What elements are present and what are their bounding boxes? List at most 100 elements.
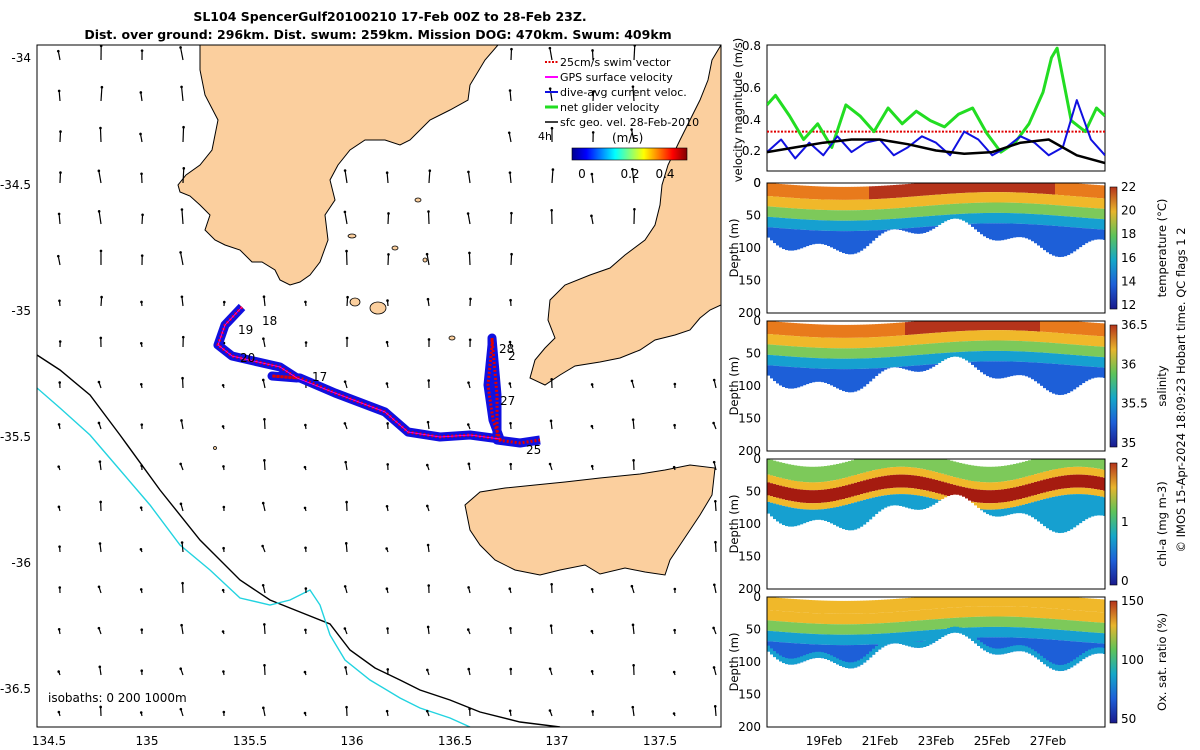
section-cell <box>1013 202 1017 214</box>
section-cell <box>995 502 999 510</box>
section-cell <box>1001 350 1005 362</box>
section-cell <box>857 600 861 614</box>
section-cell <box>890 185 894 199</box>
geo-velocity-arrowhead <box>345 336 349 340</box>
section-cell <box>776 597 780 611</box>
section-cell <box>929 183 933 196</box>
section-cell <box>983 223 987 237</box>
section-cell <box>863 634 867 645</box>
section-cell <box>950 342 954 353</box>
section-cell <box>809 347 813 358</box>
section-cell <box>833 199 837 211</box>
section-cell <box>980 223 984 235</box>
section-cell <box>812 199 816 210</box>
section-cell <box>866 499 870 523</box>
map-y-tick: -36 <box>11 556 31 570</box>
section-cell <box>1001 616 1005 627</box>
section-cell <box>857 337 861 349</box>
section-cell <box>992 482 996 491</box>
section-cell <box>1082 621 1086 632</box>
section-cell <box>932 492 936 499</box>
section-cell <box>1052 342 1056 354</box>
section-cell <box>821 230 825 245</box>
section-cell <box>869 220 873 231</box>
section-cell <box>827 368 831 385</box>
section-cell <box>866 220 870 231</box>
section-cell <box>1013 616 1017 628</box>
section-cell <box>800 367 804 387</box>
section-cell <box>806 623 810 634</box>
section-cell <box>944 597 948 609</box>
geo-velocity-arrowhead <box>592 90 595 93</box>
section-cell <box>980 642 984 649</box>
section-cell <box>887 323 891 337</box>
section-cell <box>806 368 810 385</box>
section-cell <box>872 209 876 221</box>
map-colorbar <box>571 147 688 161</box>
section-cell <box>839 634 843 646</box>
geo-velocity-arrow <box>262 338 266 348</box>
section-cell <box>815 368 819 382</box>
day-label: 20 <box>240 351 255 365</box>
geo-velocity-arrowhead <box>590 172 594 176</box>
geo-velocity-arrowhead <box>304 546 307 550</box>
section-cell <box>899 197 903 208</box>
geo-velocity-arrow <box>57 256 61 266</box>
section-cell <box>998 648 1002 655</box>
section-cell <box>842 324 846 338</box>
section-cell <box>863 347 867 359</box>
section-cell <box>1100 647 1104 654</box>
section-cell <box>863 459 867 473</box>
section-cell <box>821 220 825 231</box>
section-cell <box>1073 365 1077 390</box>
section-cell <box>923 321 927 334</box>
section-cell <box>788 228 792 251</box>
section-cell <box>1052 183 1056 195</box>
section-cell <box>791 507 795 527</box>
section-cell <box>1094 598 1098 612</box>
section-cell <box>788 197 792 209</box>
section-cell <box>1001 202 1005 213</box>
section-cell <box>773 206 777 218</box>
section-cell <box>818 613 822 624</box>
section-cell <box>839 186 843 200</box>
section-cell <box>845 661 849 668</box>
section-cell <box>1025 627 1029 639</box>
section-cell <box>863 220 867 231</box>
section-cell <box>860 494 864 501</box>
geo-velocity-arrow <box>98 170 102 184</box>
section-cell <box>986 490 990 504</box>
section-cell <box>878 643 882 650</box>
section-cell <box>791 229 795 251</box>
section-cell <box>977 639 981 646</box>
velocity-series-line <box>767 46 1105 154</box>
section-cell <box>878 476 882 490</box>
section-cell <box>806 482 810 491</box>
section-cell <box>911 334 915 346</box>
geo-velocity-arrowhead <box>59 130 62 133</box>
section-cell <box>881 219 885 230</box>
section-cell <box>1067 459 1071 468</box>
section-cell <box>956 193 960 204</box>
map-x-tick: 137 <box>546 734 569 748</box>
day-labels: 18 19 20 17 28 2 27 25 <box>238 314 541 457</box>
geo-velocity-arrowhead <box>179 707 183 711</box>
section-cell <box>806 357 810 369</box>
section-cell <box>785 621 789 633</box>
section-cell <box>1088 598 1092 612</box>
section-cell <box>932 471 936 480</box>
section-cell <box>920 333 924 345</box>
geo-velocity-arrowhead <box>304 341 308 344</box>
section-cell <box>851 634 855 646</box>
section-cell <box>821 644 825 659</box>
section-cell <box>812 219 816 231</box>
geo-velocity-arrowhead <box>303 465 307 469</box>
section-cell <box>785 642 789 665</box>
geo-velocity-arrowhead <box>550 126 554 130</box>
section-cell <box>776 477 780 485</box>
section-cell <box>800 633 804 644</box>
section-cell <box>782 499 786 506</box>
section-cell <box>767 610 771 621</box>
section-cell <box>923 333 927 345</box>
section-cell <box>956 617 960 629</box>
